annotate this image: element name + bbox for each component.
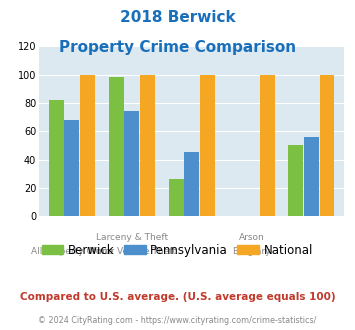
Text: Burglary: Burglary [232, 247, 271, 256]
Text: All Property Crime: All Property Crime [31, 247, 113, 256]
Bar [124, 111, 139, 216]
Bar [65, 120, 80, 216]
Bar [169, 179, 184, 216]
Text: Property Crime Comparison: Property Crime Comparison [59, 40, 296, 54]
Text: 2018 Berwick: 2018 Berwick [120, 10, 235, 25]
Bar [260, 75, 275, 216]
Bar [140, 75, 155, 216]
Bar [80, 75, 95, 216]
Bar [49, 100, 64, 216]
Bar [288, 145, 303, 216]
Bar [320, 75, 334, 216]
Bar [184, 152, 199, 216]
Text: Larceny & Theft: Larceny & Theft [96, 233, 168, 242]
Legend: Berwick, Pennsylvania, National: Berwick, Pennsylvania, National [38, 239, 317, 261]
Text: Motor Vehicle Theft: Motor Vehicle Theft [88, 247, 176, 256]
Bar [304, 137, 319, 216]
Text: Arson: Arson [239, 233, 264, 242]
Text: © 2024 CityRating.com - https://www.cityrating.com/crime-statistics/: © 2024 CityRating.com - https://www.city… [38, 316, 317, 325]
Bar [200, 75, 215, 216]
Text: Compared to U.S. average. (U.S. average equals 100): Compared to U.S. average. (U.S. average … [20, 292, 335, 302]
Bar [109, 77, 124, 216]
